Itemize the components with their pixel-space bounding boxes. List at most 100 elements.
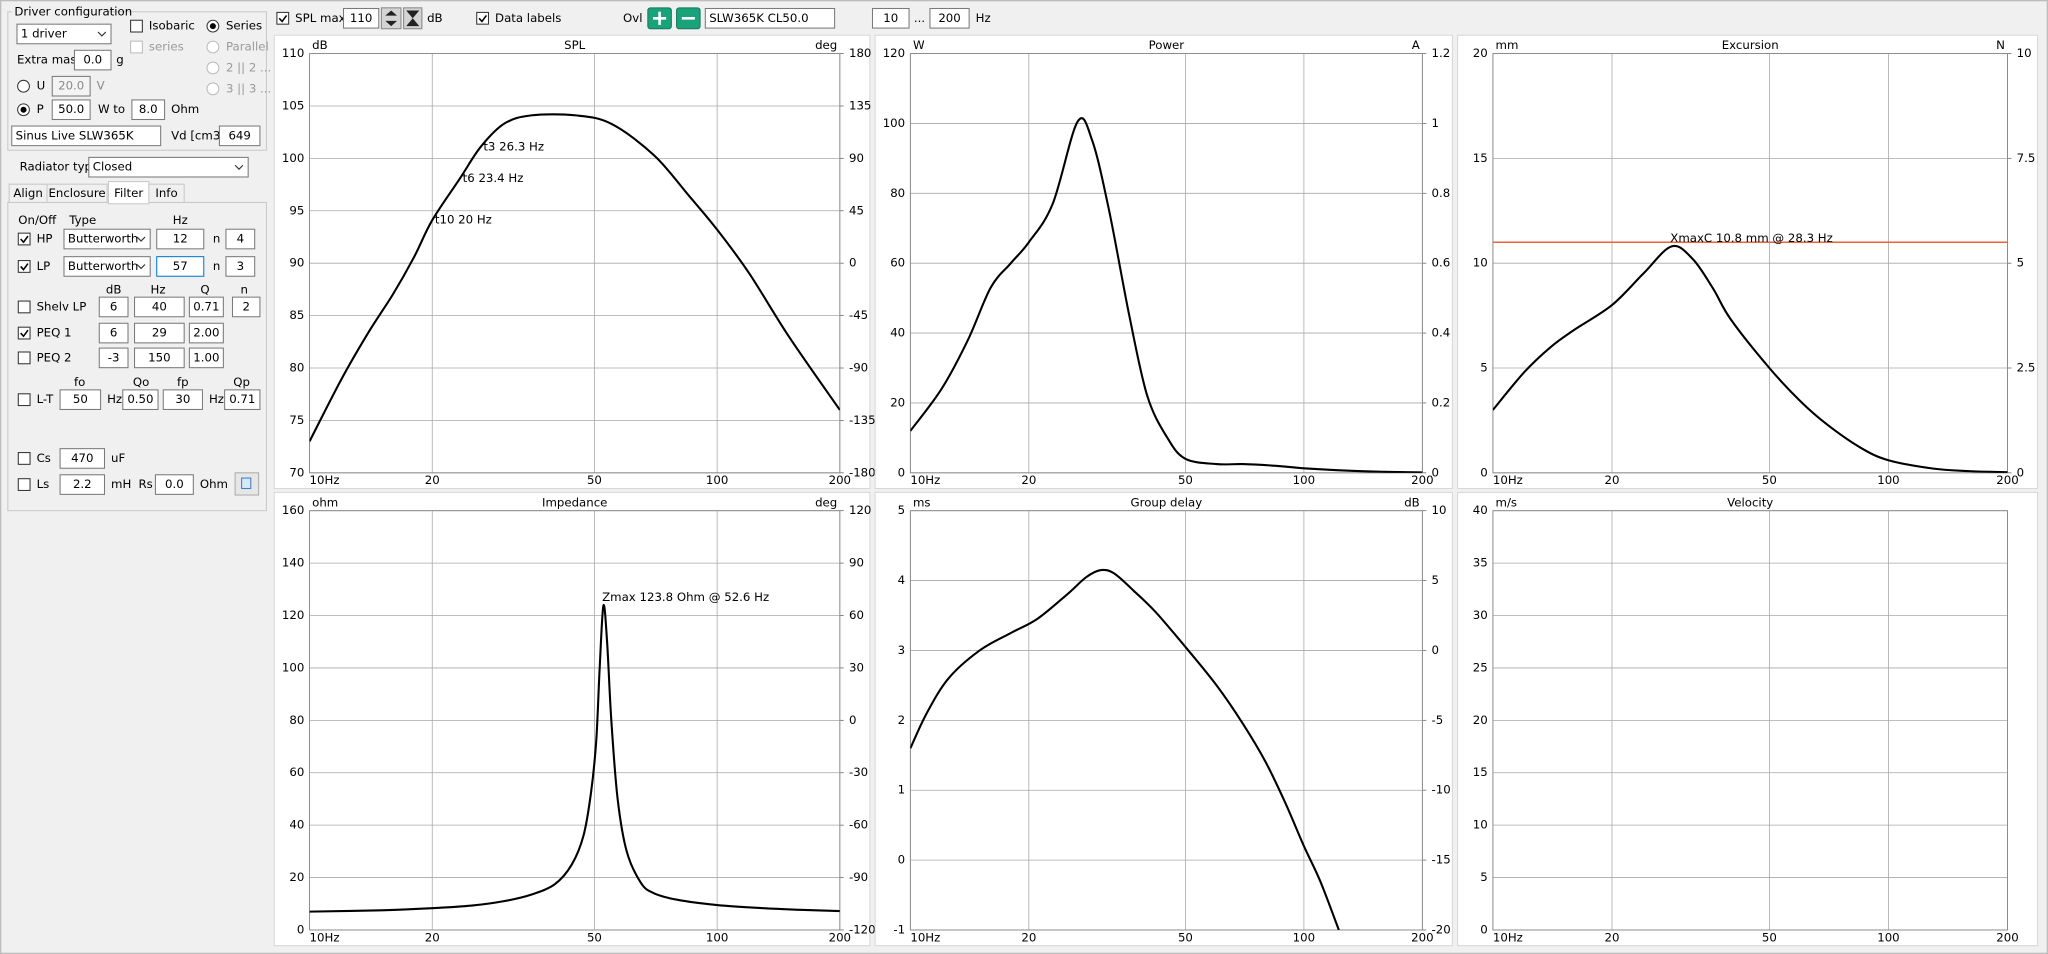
text-input[interactable] [51, 75, 91, 97]
text-input[interactable] [342, 7, 380, 29]
input-value[interactable]: SLW365K CL50.0 [709, 11, 808, 25]
checkbox[interactable] [17, 452, 31, 465]
text-input[interactable] [156, 228, 205, 250]
dropdown[interactable] [16, 23, 112, 45]
input-value[interactable]: 0.71 [229, 392, 255, 406]
checkbox[interactable] [17, 478, 31, 491]
dropdown-arrow[interactable] [136, 236, 146, 242]
input-value[interactable]: 0.0 [83, 53, 102, 67]
tab[interactable] [46, 183, 108, 203]
checkbox[interactable] [17, 260, 31, 273]
input-value[interactable]: 8.0 [139, 102, 158, 116]
text-input[interactable] [134, 322, 185, 344]
text-input[interactable] [871, 7, 910, 29]
checkbox[interactable] [17, 393, 31, 407]
text-input[interactable] [73, 49, 112, 71]
input-value[interactable]: 57 [173, 259, 188, 273]
input-value[interactable]: 649 [228, 128, 250, 142]
check-mark[interactable] [20, 235, 29, 244]
dropdown[interactable] [63, 256, 151, 277]
text-input[interactable] [188, 322, 224, 344]
radio-button[interactable] [206, 40, 220, 54]
input-value[interactable]: 50.0 [58, 102, 84, 116]
dropdown-value[interactable]: Closed [93, 160, 132, 174]
dropdown-arrow[interactable] [97, 31, 107, 37]
radio-dot[interactable] [20, 106, 27, 113]
dropdown-value[interactable]: Butterworth [68, 259, 138, 273]
input-value[interactable]: 29 [152, 326, 167, 340]
input-value[interactable]: 4 [237, 232, 244, 246]
checkbox[interactable] [17, 326, 31, 340]
text-input[interactable] [231, 296, 261, 318]
check-mark[interactable] [478, 14, 488, 23]
tab-label[interactable]: Filter [114, 186, 143, 200]
input-value[interactable]: 10 [883, 11, 898, 25]
radio-button[interactable] [206, 82, 220, 96]
text-input[interactable] [98, 296, 129, 318]
tab-label[interactable]: Align [13, 186, 42, 200]
text-input[interactable] [154, 474, 194, 495]
dropdown-value[interactable]: 1 driver [21, 26, 67, 40]
dropdown[interactable] [63, 228, 151, 250]
checkbox[interactable] [17, 300, 31, 314]
input-value[interactable]: 40 [152, 299, 167, 313]
text-input[interactable] [59, 474, 106, 495]
text-input[interactable] [134, 347, 185, 369]
input-value[interactable]: 50 [73, 392, 88, 406]
input-value[interactable]: 20.0 [58, 79, 84, 93]
text-input[interactable] [11, 125, 162, 147]
text-input[interactable] [156, 256, 205, 277]
input-value[interactable]: 6 [110, 326, 117, 340]
text-input[interactable] [98, 347, 129, 369]
text-input[interactable] [224, 389, 261, 410]
text-input[interactable] [162, 389, 203, 410]
text-input[interactable] [122, 389, 159, 410]
input-value[interactable]: 12 [173, 232, 188, 246]
text-input[interactable] [59, 389, 102, 410]
input-value[interactable]: 2 [242, 299, 249, 313]
input-value[interactable]: 2.00 [193, 326, 219, 340]
input-value[interactable]: 110 [350, 11, 372, 25]
spin-button[interactable] [380, 7, 402, 30]
input-value[interactable]: 6 [110, 299, 117, 313]
fit-icon[interactable] [406, 10, 420, 27]
input-value[interactable]: 3 [237, 259, 244, 273]
tab-label[interactable]: Enclosure [48, 186, 105, 200]
copy-icon[interactable] [241, 477, 252, 490]
text-input[interactable] [131, 99, 166, 121]
input-value[interactable]: 470 [71, 451, 93, 465]
checkbox[interactable] [17, 232, 31, 246]
radio-button[interactable] [17, 79, 30, 93]
input-value[interactable]: 0.71 [193, 299, 219, 313]
text-input[interactable] [134, 296, 185, 318]
spin-arrows[interactable] [385, 10, 398, 27]
input-value[interactable]: 200 [938, 11, 960, 25]
text-input[interactable] [59, 448, 106, 469]
text-input[interactable] [225, 228, 256, 250]
check-mark[interactable] [20, 263, 29, 271]
input-value[interactable]: -3 [108, 350, 120, 364]
dropdown-arrow[interactable] [136, 264, 146, 270]
tab[interactable] [148, 183, 185, 203]
overlay-icon[interactable] [653, 11, 667, 25]
radio-button[interactable] [206, 61, 220, 75]
text-input[interactable] [929, 7, 970, 29]
dropdown[interactable] [88, 156, 249, 178]
text-input[interactable] [188, 347, 224, 369]
dropdown-arrow[interactable] [234, 164, 244, 170]
input-value[interactable]: 1.00 [193, 350, 219, 364]
check-mark[interactable] [20, 329, 29, 338]
radio-dot[interactable] [209, 23, 216, 30]
input-value[interactable]: 150 [148, 350, 170, 364]
input-value[interactable]: 2.2 [73, 477, 92, 491]
text-input[interactable] [98, 322, 129, 344]
text-input[interactable] [188, 296, 224, 318]
checkbox[interactable] [17, 351, 31, 365]
input-value[interactable]: 0.0 [165, 477, 184, 491]
tab-label[interactable]: Info [155, 186, 177, 200]
check-mark[interactable] [278, 14, 288, 23]
text-input[interactable] [704, 7, 836, 29]
text-input[interactable] [51, 99, 91, 121]
checkbox[interactable] [130, 40, 143, 54]
text-input[interactable] [225, 256, 256, 277]
